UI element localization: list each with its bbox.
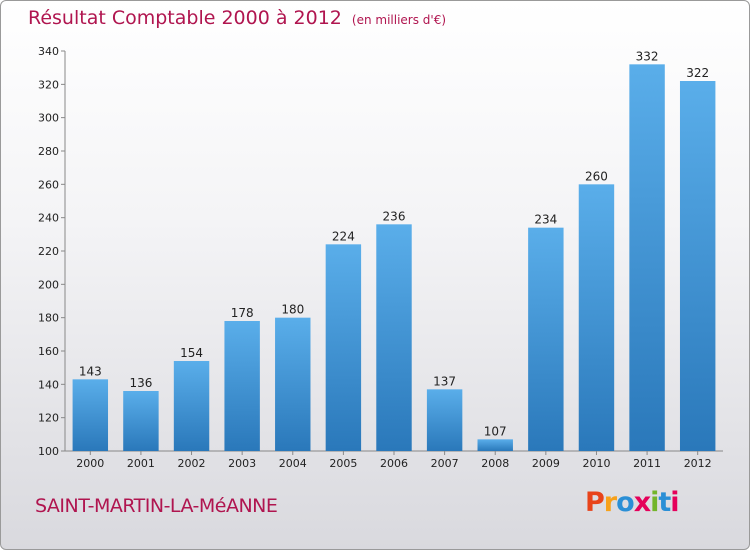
y-tick-label: 240 xyxy=(38,212,59,225)
bar-2000 xyxy=(72,379,109,451)
bar-2011 xyxy=(629,64,665,452)
chart-title: Résultat Comptable 2000 à 2012 (en millie… xyxy=(28,7,446,29)
x-tick-label: 2001 xyxy=(127,457,155,470)
bar-value-label: 260 xyxy=(585,169,608,183)
y-tick-label: 140 xyxy=(38,378,59,391)
bar-value-label: 143 xyxy=(79,364,102,378)
x-tick-label: 2006 xyxy=(380,457,408,470)
y-tick-label: 280 xyxy=(38,145,59,158)
x-tick-label: 2012 xyxy=(684,457,712,470)
bar-2012 xyxy=(679,81,716,451)
bar-2008 xyxy=(477,439,513,451)
bar-value-label: 236 xyxy=(383,209,406,223)
y-tick-label: 220 xyxy=(38,245,59,258)
bar-2004 xyxy=(275,317,311,451)
x-tick-label: 2011 xyxy=(633,457,661,470)
x-tick-label: 2005 xyxy=(329,457,357,470)
bar-value-label: 136 xyxy=(129,376,152,390)
bar-2002 xyxy=(173,361,210,451)
y-tick-label: 160 xyxy=(38,345,59,358)
x-tick-label: 2003 xyxy=(228,457,256,470)
x-tick-label: 2010 xyxy=(582,457,610,470)
bar-value-label: 154 xyxy=(180,346,203,360)
bar-2005 xyxy=(325,244,362,451)
bar-value-label: 180 xyxy=(281,303,304,317)
bar-2003 xyxy=(224,321,260,451)
bar-2009 xyxy=(528,227,564,451)
bar-2007 xyxy=(426,389,463,451)
bar-2001 xyxy=(123,391,159,451)
y-tick-label: 300 xyxy=(38,112,59,125)
bar-2010 xyxy=(578,184,615,452)
x-tick-label: 2004 xyxy=(279,457,307,470)
bar-value-label: 137 xyxy=(433,374,456,388)
x-tick-label: 2002 xyxy=(178,457,206,470)
bar-value-label: 234 xyxy=(534,213,557,227)
commune-name: SAINT-MARTIN-LA-MéANNE xyxy=(35,495,278,517)
bar-value-label: 322 xyxy=(686,66,709,80)
x-tick-label: 2007 xyxy=(431,457,459,470)
bar-value-label: 107 xyxy=(484,424,507,438)
chart-subtitle: (en milliers d'€) xyxy=(351,13,447,27)
title-text: Résultat Comptable 2000 à 2012 xyxy=(28,7,342,29)
x-tick-label: 2000 xyxy=(76,457,104,470)
proxiti-logo: Proxiti xyxy=(585,487,680,518)
y-tick-label: 100 xyxy=(38,445,59,458)
bar-value-label: 178 xyxy=(231,306,254,320)
bar-value-label: 224 xyxy=(332,229,355,243)
x-tick-label: 2008 xyxy=(481,457,509,470)
x-tick-label: 2009 xyxy=(532,457,560,470)
bar-value-label: 332 xyxy=(636,49,659,63)
y-tick-label: 320 xyxy=(38,78,59,91)
bar-2006 xyxy=(376,224,412,451)
y-tick-label: 180 xyxy=(38,312,59,325)
y-tick-label: 200 xyxy=(38,278,59,291)
y-tick-label: 260 xyxy=(38,178,59,191)
y-tick-label: 120 xyxy=(38,412,59,425)
y-tick-label: 340 xyxy=(38,45,59,58)
